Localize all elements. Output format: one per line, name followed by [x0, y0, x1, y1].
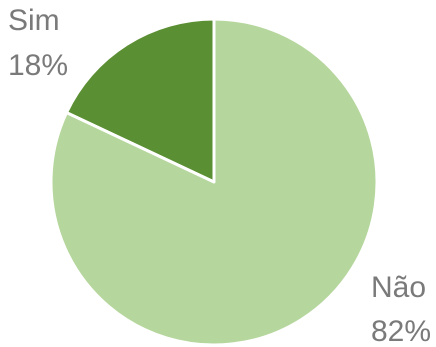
slice-label-nao-name: Não: [371, 271, 426, 304]
slice-label-nao-value: 82%: [371, 315, 431, 347]
pie-slice-sim: [65, 17, 216, 184]
pie-slice-nao: [49, 17, 379, 347]
slice-label-sim-value: 18%: [8, 49, 68, 82]
slice-label-sim-name: Sim: [8, 4, 60, 37]
pie-slices: [49, 17, 379, 347]
